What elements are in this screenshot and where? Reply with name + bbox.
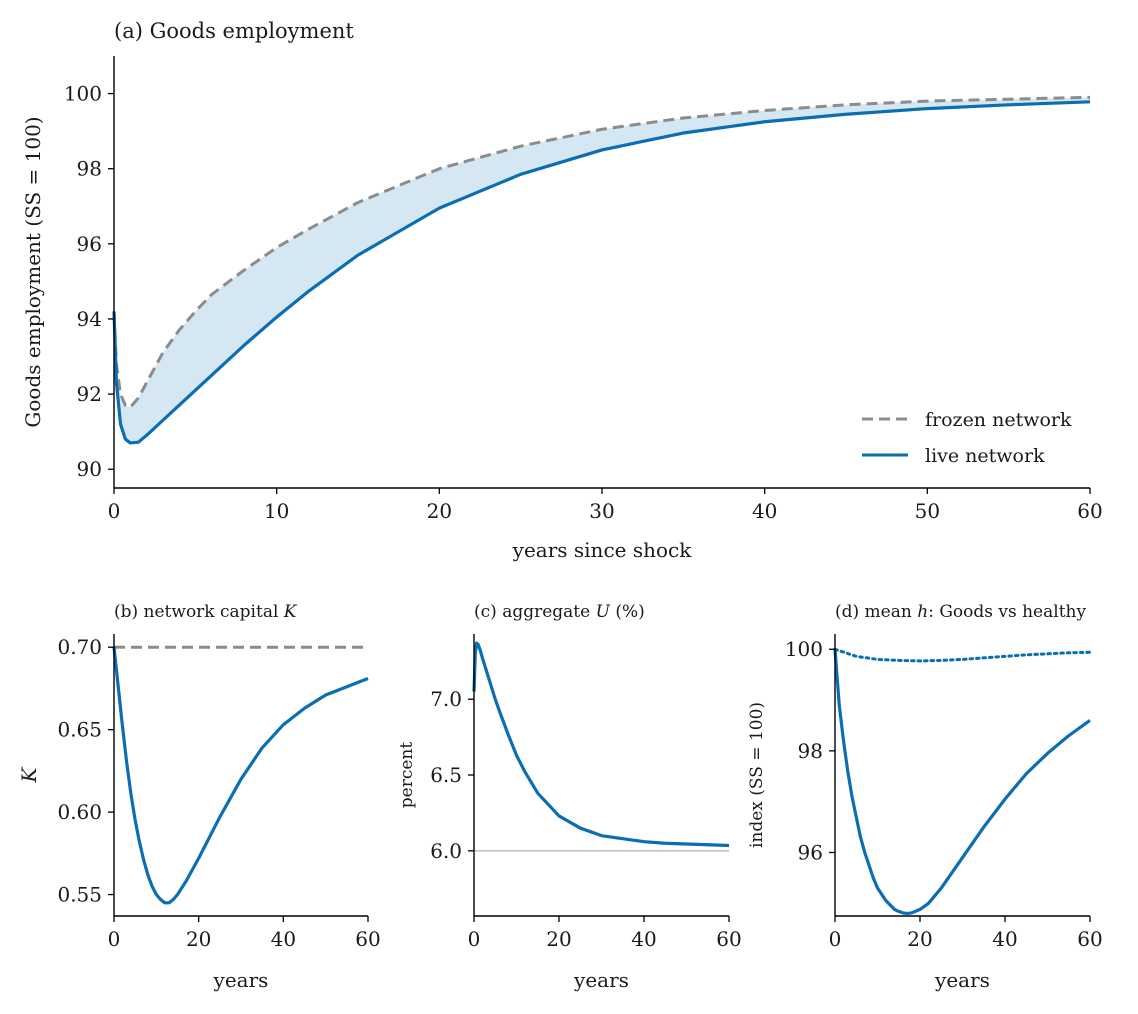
y-tick-label: 92 [77, 382, 102, 406]
panel-title: (d) mean h: Goods vs healthy [835, 602, 1086, 622]
y-tick-label: 98 [77, 157, 102, 181]
x-tick-label: 10 [264, 499, 289, 523]
y-tick-label: 0.70 [57, 635, 102, 659]
series-solid-line [112, 647, 369, 905]
y-tick-label: 7.0 [430, 687, 462, 711]
y-tick-label: 98 [798, 739, 823, 763]
y-tick-label: 6.0 [430, 839, 462, 863]
y-tick-label: 0.55 [57, 883, 102, 907]
y-tick-label: 94 [77, 307, 102, 331]
x-tick-label: 0 [829, 927, 842, 951]
x-tick-label: 60 [716, 927, 741, 951]
x-tick-label: 40 [752, 499, 777, 523]
y-tick-label: 6.5 [430, 763, 462, 787]
panel-a: (a) Goods employment 0 10 20 30 40 50 60 90 92 94 9… [21, 19, 1103, 562]
shaded-gap-area [114, 97, 1090, 443]
x-tick-label: 60 [1077, 499, 1102, 523]
x-tick-label: 20 [427, 499, 452, 523]
y-tick-label: 96 [798, 840, 823, 864]
title-variable: U [596, 602, 611, 622]
y-axis-label: Goods employment (SS = 100) [21, 116, 45, 427]
panel-d: (d) mean h: Goods vs healthy 0 20 40 60 96 98 1… [747, 602, 1103, 992]
panel-title: (a) Goods employment [114, 19, 354, 43]
x-tick-label: 60 [355, 927, 380, 951]
x-tick-label: 50 [915, 499, 940, 523]
y-tick-label: 100 [785, 637, 823, 661]
panel-b: (b) network capital K 0 20 40 60 0.55 0.60 0.65… [17, 602, 381, 992]
x-axis-label: years [213, 968, 269, 992]
x-tick-label: 0 [468, 927, 481, 951]
x-tick-label: 40 [271, 927, 296, 951]
x-tick-label: 0 [108, 499, 121, 523]
y-axis-label: K [17, 766, 41, 783]
y-tick-label: 0.60 [57, 800, 102, 824]
x-tick-label: 40 [631, 927, 656, 951]
title-variable: K [283, 602, 298, 622]
legend-label-frozen-network: frozen network [925, 409, 1072, 431]
panel-title: (c) aggregate U (%) [474, 602, 645, 622]
y-tick-label: 90 [77, 457, 102, 481]
legend: frozen network live network [862, 409, 1072, 467]
series-solid-line [472, 641, 730, 848]
x-tick-label: 20 [907, 927, 932, 951]
x-axis-label: years [573, 968, 629, 992]
x-tick-label: 20 [546, 927, 571, 951]
x-tick-label: 20 [186, 927, 211, 951]
x-axis-label: years [934, 968, 990, 992]
y-tick-label: 0.65 [57, 718, 102, 742]
y-axis-label: index (SS = 100) [747, 702, 767, 848]
y-tick-label: 96 [77, 232, 102, 256]
title-variable: h [917, 602, 928, 622]
y-tick-label: 100 [64, 82, 102, 106]
x-tick-label: 40 [992, 927, 1017, 951]
y-axis-label: percent [397, 742, 417, 809]
panel-c: (c) aggregate U (%) 0 20 40 60 6.0 6.5 7.0 years… [397, 602, 742, 992]
x-axis-label: years since shock [512, 538, 693, 562]
panel-title: (b) network capital K [114, 602, 298, 622]
x-tick-label: 0 [108, 927, 121, 951]
x-tick-label: 60 [1077, 927, 1102, 951]
series-live-network [112, 100, 1091, 445]
legend-label-live-network: live network [925, 445, 1045, 467]
series-solid-line [833, 649, 1091, 916]
series-dotted-line [833, 647, 1092, 663]
x-tick-label: 30 [589, 499, 614, 523]
